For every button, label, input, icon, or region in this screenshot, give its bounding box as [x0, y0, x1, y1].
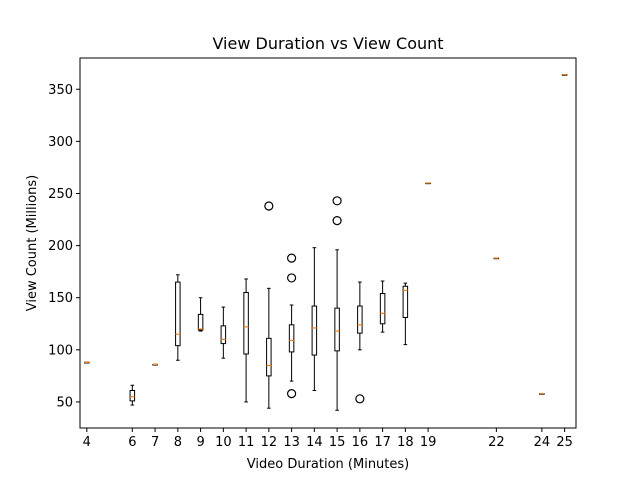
x-tick-label: 19 [420, 435, 437, 450]
x-tick-label: 11 [238, 435, 255, 450]
y-tick-label: 250 [48, 187, 73, 202]
y-tick-label: 100 [48, 343, 73, 358]
x-tick-label: 25 [556, 435, 573, 450]
x-tick-label: 14 [306, 435, 323, 450]
x-tick-label: 24 [534, 435, 551, 450]
x-tick-label: 8 [174, 435, 182, 450]
iqr-box [243, 292, 249, 355]
y-tick-label: 350 [48, 83, 73, 98]
box-group-25 [561, 74, 568, 76]
box-group-13 [286, 253, 297, 399]
x-tick-label: 18 [397, 435, 414, 450]
outlier-point [332, 215, 342, 226]
x-tick-label: 13 [283, 435, 300, 450]
x-tick-label: 22 [488, 435, 505, 450]
y-axis: 50 100 150 200 250 300 350 [48, 83, 80, 410]
x-tick-label: 7 [151, 435, 159, 450]
box-group-19 [425, 182, 431, 185]
iqr-box [357, 305, 363, 334]
box-marks [84, 74, 568, 411]
outlier-point [355, 394, 365, 404]
y-tick-label: 300 [48, 135, 73, 150]
box-group-10 [220, 306, 227, 359]
box-group-16 [355, 281, 365, 404]
y-axis-title: View Count (Millions) [25, 175, 40, 312]
iqr-box [197, 313, 204, 331]
box-group-14 [311, 247, 318, 391]
box-group-6 [129, 384, 136, 406]
iqr-box [334, 307, 340, 352]
box-group-11 [243, 278, 249, 403]
x-tick-label: 16 [352, 435, 369, 450]
outlier-point [286, 273, 297, 283]
box-group-9 [197, 297, 204, 332]
box-group-24 [539, 393, 545, 395]
y-tick-label: 150 [48, 291, 73, 306]
x-tick-label: 12 [261, 435, 278, 450]
x-axis-title: Video Duration (Minutes) [247, 457, 409, 472]
x-tick-label: 15 [329, 435, 346, 450]
iqr-box [129, 389, 136, 402]
x-tick-label: 9 [196, 435, 204, 450]
box-group-18 [402, 282, 409, 346]
outlier-point [264, 201, 274, 211]
outlier-point [332, 196, 342, 206]
iqr-box [402, 285, 409, 319]
iqr-box [288, 324, 295, 353]
box-group-15 [332, 196, 342, 411]
iqr-box [311, 305, 318, 356]
plot-area-frame [79, 57, 577, 429]
iqr-box [379, 293, 386, 325]
box-group-7 [152, 363, 158, 366]
iqr-box [175, 281, 181, 347]
x-tick-label: 17 [374, 435, 391, 450]
box-group-22 [493, 257, 500, 260]
x-tick-label: 6 [128, 435, 136, 450]
x-tick-label: 10 [215, 435, 232, 450]
box-group-17 [379, 280, 386, 333]
x-tick-label: 4 [83, 435, 91, 450]
box-group-8 [175, 274, 181, 361]
x-axis: 4 6 7 8 9 10 11 12 13 14 15 16 17 18 19 22 24 25 [83, 428, 573, 450]
outlier-point [286, 389, 297, 399]
box-group-12 [264, 201, 274, 409]
outlier-point [286, 253, 297, 263]
y-tick-label: 200 [48, 239, 73, 254]
box-group-4 [84, 361, 90, 364]
iqr-box [220, 325, 227, 345]
chart-title: View Duration vs View Count [212, 34, 443, 53]
y-tick-label: 50 [56, 395, 73, 410]
iqr-box [266, 337, 272, 377]
